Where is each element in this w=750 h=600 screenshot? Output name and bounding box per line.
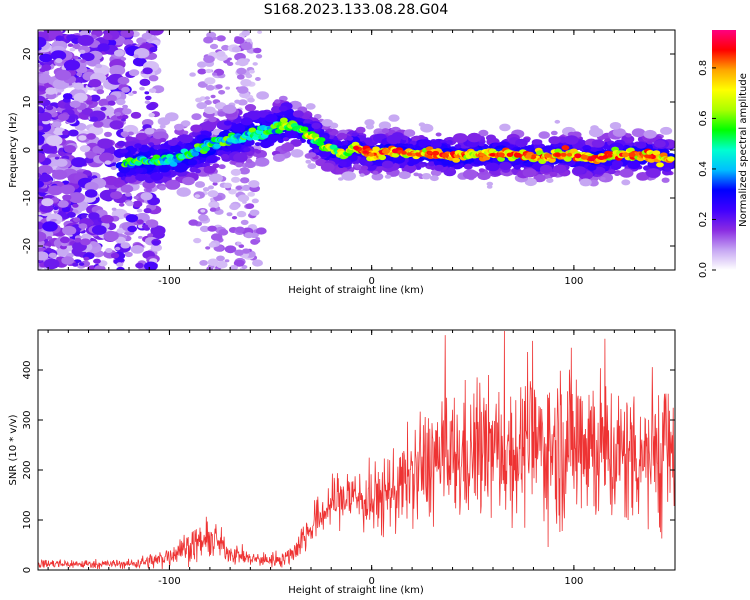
spectrogram-ytick-label: 10 bbox=[22, 96, 33, 109]
snr-xtick-label: 100 bbox=[564, 576, 583, 587]
spectrogram-ytick-label: -20 bbox=[22, 238, 33, 254]
colorbar-tick-label: 0.8 bbox=[698, 60, 709, 76]
snr-series-line bbox=[38, 330, 675, 570]
spectrogram-xtick-label: 100 bbox=[564, 276, 583, 287]
snr-ytick-label: 0 bbox=[22, 567, 33, 573]
colorbar-tick-label: 0.2 bbox=[698, 212, 709, 228]
spectrogram-xlabel: Height of straight line (km) bbox=[288, 285, 424, 296]
snr-xtick-label: -100 bbox=[158, 576, 181, 587]
spectrogram-xtick-label: 0 bbox=[368, 276, 374, 287]
snr-ticks: -100 0 100 0 100 200 300 400 bbox=[22, 330, 676, 587]
snr-ytick-label: 100 bbox=[22, 510, 33, 529]
spectrogram-ytick-label: -10 bbox=[22, 190, 33, 206]
snr-panel: -100 0 100 0 100 200 300 400 Height of straight… bbox=[8, 329, 676, 596]
spectrogram-ytick-label: 20 bbox=[22, 48, 33, 61]
colorbar-tick-label: 0.0 bbox=[698, 262, 709, 278]
figure-title: S168.2023.133.08.28.G04 bbox=[264, 2, 449, 18]
snr-xlabel: Height of straight line (km) bbox=[288, 585, 424, 596]
colorbar-tick-label: 0.4 bbox=[698, 161, 709, 177]
spectrogram-heatmap bbox=[38, 30, 675, 270]
snr-ylabel: SNR (10 * v/v) bbox=[8, 414, 19, 485]
spectrogram-ylabel: Frequency (Hz) bbox=[8, 112, 19, 188]
snr-xtick-label: 0 bbox=[368, 576, 374, 587]
colorbar-label: Normalized spectral amplitude bbox=[738, 73, 749, 227]
spectrogram-xtick-label: -100 bbox=[158, 276, 181, 287]
colorbar-tick-label: 0.6 bbox=[698, 110, 709, 126]
colorbar-ticks: 0.0 0.2 0.4 0.6 0.8 bbox=[698, 60, 716, 278]
colorbar: 0.0 0.2 0.4 0.6 0.8 Normalized spectral ampl… bbox=[698, 30, 749, 278]
snr-frame bbox=[37, 329, 676, 571]
snr-ytick-label: 400 bbox=[22, 360, 33, 379]
snr-ytick-label: 300 bbox=[22, 410, 33, 429]
colorbar-gradient bbox=[712, 30, 736, 270]
snr-ytick-label: 200 bbox=[22, 460, 33, 479]
spectrogram-ytick-label: 0 bbox=[22, 147, 33, 153]
